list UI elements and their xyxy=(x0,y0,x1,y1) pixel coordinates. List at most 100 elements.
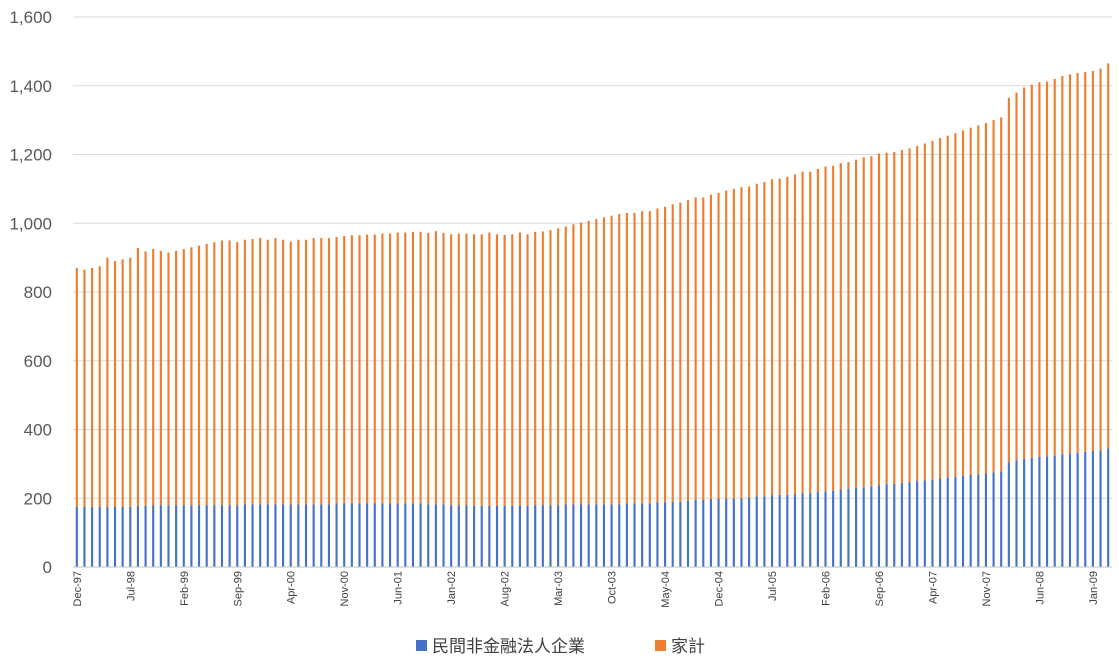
bar-segment-corporate xyxy=(197,505,201,567)
y-tick-label: 200 xyxy=(24,489,52,508)
bar-segment-household xyxy=(182,249,185,506)
bar-segment-corporate xyxy=(595,504,598,567)
bar-segment-household xyxy=(289,241,292,505)
bar-segment-corporate xyxy=(824,491,827,567)
bar-segment-corporate xyxy=(648,503,651,567)
bar-segment-household xyxy=(793,174,797,495)
bar-segment-corporate xyxy=(961,475,965,567)
bar-segment-household xyxy=(969,127,972,475)
bar-segment-corporate xyxy=(1076,452,1079,567)
bar-segment-household xyxy=(1045,81,1049,457)
bar-segment-corporate xyxy=(1023,458,1026,567)
bar-segment-household xyxy=(373,234,376,504)
bar-segment-corporate xyxy=(541,505,544,567)
bar-segment-household xyxy=(106,257,109,507)
bar-segment-household xyxy=(419,231,422,504)
bar-segment-corporate xyxy=(335,503,338,567)
bar-segment-household xyxy=(358,235,361,504)
bar-segment-household xyxy=(335,237,338,504)
bar-segment-corporate xyxy=(167,505,170,567)
bar-segment-corporate xyxy=(877,485,881,567)
bar-segment-household xyxy=(862,157,865,488)
bar-segment-household xyxy=(381,233,384,504)
bar-segment-household xyxy=(503,234,506,506)
bar-segment-household xyxy=(633,212,636,504)
bar-segment-household xyxy=(427,232,430,505)
bar-segment-corporate xyxy=(228,505,231,567)
bar-segment-household xyxy=(916,145,919,482)
bar-segment-corporate xyxy=(778,494,781,567)
bar-segment-household xyxy=(1099,68,1102,451)
bar-segment-household xyxy=(434,231,437,505)
bar-segment-corporate xyxy=(885,484,888,567)
bar-segment-corporate xyxy=(618,504,621,567)
bar-segment-corporate xyxy=(190,505,193,567)
bar-segment-corporate xyxy=(587,504,590,567)
bar-segment-corporate xyxy=(473,505,476,567)
bar-segment-corporate xyxy=(320,504,323,567)
bar-segment-household xyxy=(984,122,988,474)
bar-segment-corporate xyxy=(686,501,690,567)
bar-segment-corporate xyxy=(610,504,613,567)
bar-segment-corporate xyxy=(763,496,766,567)
bar-segment-corporate xyxy=(381,503,384,567)
bar-segment-corporate xyxy=(1045,456,1049,567)
bar-segment-household xyxy=(197,245,201,506)
bar-segment-household xyxy=(121,259,124,507)
bar-segment-corporate xyxy=(564,504,567,567)
bar-segment-corporate xyxy=(602,504,606,567)
bar-segment-corporate xyxy=(91,506,94,567)
x-tick-label: Nov-07 xyxy=(981,571,993,606)
bar-segment-household xyxy=(564,226,567,505)
bar-segment-household xyxy=(98,266,101,507)
bar-segment-household xyxy=(129,257,132,507)
bar-segment-household xyxy=(1038,82,1041,457)
bar-segment-corporate xyxy=(816,492,819,567)
bar-segment-corporate xyxy=(136,505,140,567)
y-tick-label: 1,000 xyxy=(9,214,52,233)
bar-segment-household xyxy=(839,163,842,490)
bar-segment-corporate xyxy=(411,503,415,567)
bar-segment-household xyxy=(786,176,789,495)
bar-segment-corporate xyxy=(893,483,896,567)
bar-segment-corporate xyxy=(1061,454,1064,567)
bar-segment-household xyxy=(190,247,193,506)
bar-segment-household xyxy=(602,217,606,505)
bar-segment-household xyxy=(587,220,590,505)
bar-segment-corporate xyxy=(900,482,903,567)
bar-segment-household xyxy=(763,182,766,497)
bar-segment-household xyxy=(900,150,903,483)
bar-segment-household xyxy=(702,197,705,500)
bar-segment-corporate xyxy=(518,505,521,567)
bar-segment-household xyxy=(343,235,346,504)
bar-segment-household xyxy=(1030,84,1033,458)
y-tick-label: 800 xyxy=(24,283,52,302)
bar-segment-corporate xyxy=(236,505,239,567)
x-tick-label: Jan-02 xyxy=(446,571,458,605)
bar-segment-household xyxy=(312,238,315,505)
x-tick-label: Jul-98 xyxy=(125,571,137,601)
bar-segment-corporate xyxy=(1000,471,1003,567)
legend-label-corporate: 民間非金融法人企業 xyxy=(432,637,585,657)
bar-segment-household xyxy=(931,140,934,480)
bar-segment-corporate xyxy=(289,504,292,567)
bar-segment-corporate xyxy=(1038,457,1041,567)
bar-segment-household xyxy=(954,133,957,477)
bar-segment-corporate xyxy=(534,505,537,567)
bar-segment-corporate xyxy=(266,504,269,567)
bar-segment-household xyxy=(534,231,537,506)
bar-segment-household xyxy=(671,204,674,502)
x-tick-label: Dec-97 xyxy=(72,571,84,606)
bar-segment-household xyxy=(748,186,751,498)
bar-segment-corporate xyxy=(297,504,300,567)
x-tick-label: Apr-00 xyxy=(286,571,298,604)
bar-segment-household xyxy=(847,162,850,489)
bar-segment-corporate xyxy=(1107,448,1110,567)
bar-segment-household xyxy=(694,197,697,500)
bar-segment-household xyxy=(495,234,499,506)
bar-segment-household xyxy=(473,234,476,506)
bar-segment-household xyxy=(809,171,812,494)
bar-segment-corporate xyxy=(954,476,957,567)
bar-segment-corporate xyxy=(549,505,552,567)
